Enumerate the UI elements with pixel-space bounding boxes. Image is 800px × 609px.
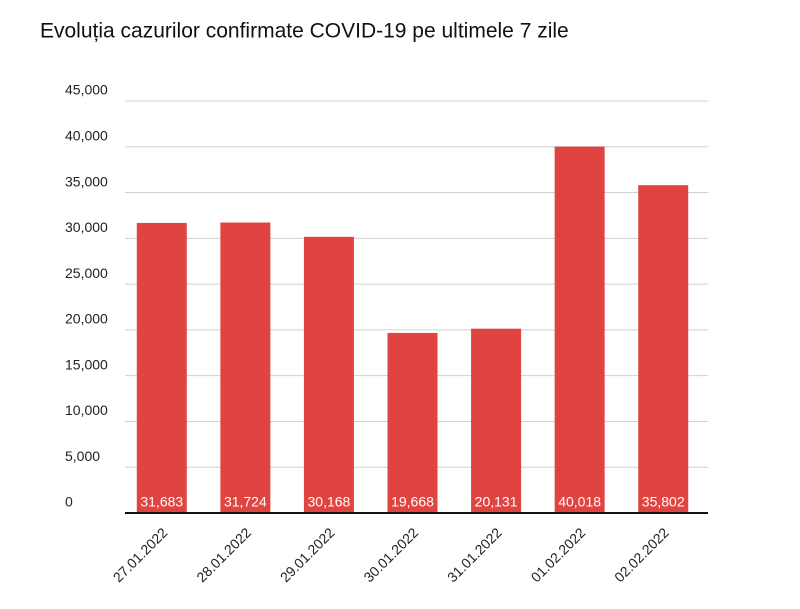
value-label: 35,802 <box>642 494 685 510</box>
x-tick-label: 31.01.2022 <box>444 524 505 585</box>
y-tick-label: 0 <box>65 494 73 510</box>
bar <box>638 185 689 513</box>
x-tick-label: 02.02.2022 <box>611 524 672 585</box>
y-tick-label: 25,000 <box>65 265 108 281</box>
y-tick-label: 40,000 <box>65 127 108 143</box>
value-label: 30,168 <box>308 494 351 510</box>
chart-title: Evoluția cazurilor confirmate COVID-19 p… <box>40 20 569 43</box>
x-tick-label: 28.01.2022 <box>193 524 254 585</box>
y-tick-label: 15,000 <box>65 356 108 372</box>
bar <box>220 222 271 514</box>
y-tick-label: 45,000 <box>65 82 108 98</box>
x-tick-label: 29.01.2022 <box>277 524 338 585</box>
y-tick-label: 10,000 <box>65 402 108 418</box>
value-label: 20,131 <box>475 494 518 510</box>
bar <box>303 236 354 513</box>
x-tick-label: 30.01.2022 <box>360 524 421 585</box>
x-tick-label: 01.02.2022 <box>528 524 589 585</box>
value-label: 19,668 <box>391 494 434 510</box>
x-tick-label: 27.01.2022 <box>110 524 171 585</box>
bar <box>387 332 438 513</box>
bar <box>471 328 522 513</box>
bar <box>136 222 187 513</box>
value-label: 31,683 <box>140 494 183 510</box>
bar <box>554 146 605 513</box>
y-tick-label: 35,000 <box>65 173 108 189</box>
y-tick-label: 20,000 <box>65 311 108 327</box>
value-label: 31,724 <box>224 494 267 510</box>
y-tick-label: 30,000 <box>65 219 108 235</box>
y-tick-label: 5,000 <box>65 448 100 464</box>
value-label: 40,018 <box>558 494 601 510</box>
